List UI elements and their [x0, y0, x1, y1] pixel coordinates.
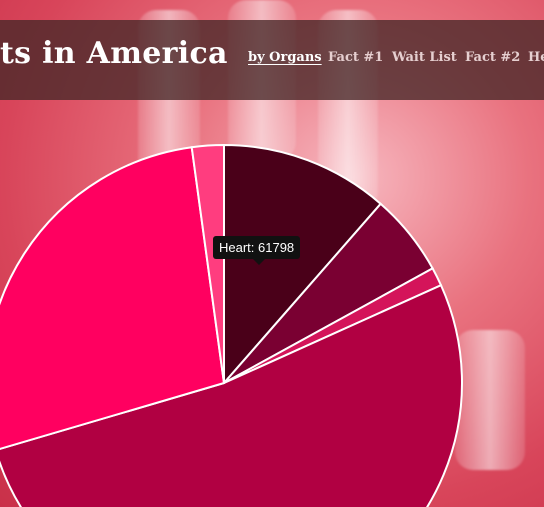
pie-slice-0[interactable] [223, 143, 383, 386]
nav-fact-2[interactable]: Fact #2 [465, 50, 521, 65]
site-title: ts in America [0, 36, 228, 71]
site-header [0, 20, 544, 100]
nav-by-organs[interactable]: by Organs [248, 50, 322, 65]
nav-he[interactable]: He [528, 50, 544, 65]
chart-tooltip: Heart: 61798 [213, 236, 301, 265]
background-bottle-lower [455, 330, 525, 470]
pie-slice-5[interactable] [190, 143, 225, 384]
pie-slice-3[interactable] [0, 283, 463, 507]
nav-wait-list[interactable]: Wait List [392, 50, 457, 65]
nav-fact-1[interactable]: Fact #1 [328, 50, 384, 65]
pie-slice-4[interactable] [0, 146, 226, 450]
